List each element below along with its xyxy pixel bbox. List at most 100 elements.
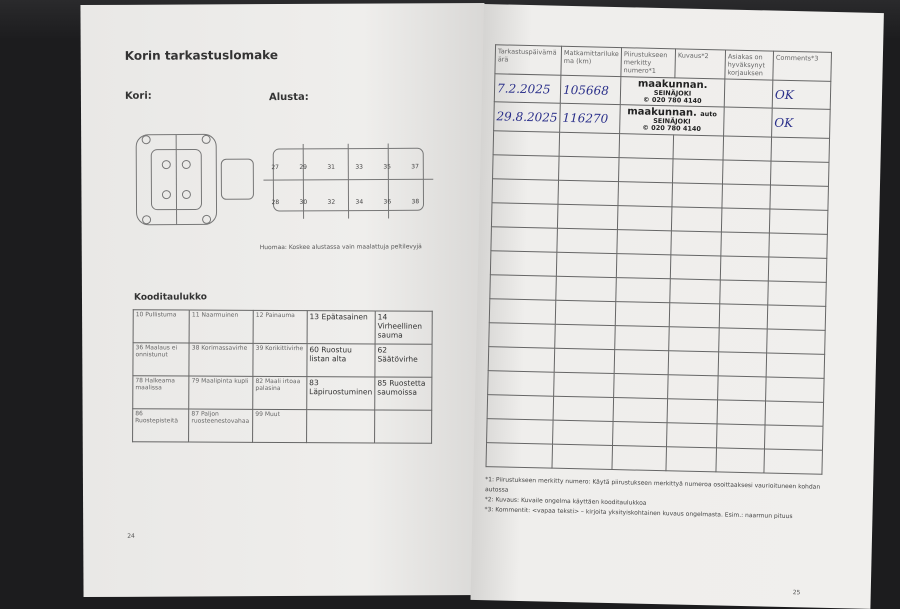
table-cell (492, 178, 559, 203)
code-cell: 12 Painauma (253, 310, 307, 343)
dealer-stamp: maakunnan.SEINÄJOKI© 020 780 4140 (623, 78, 723, 106)
chassis-number: 31 (327, 164, 335, 171)
table-cell (553, 396, 614, 421)
table-cell (720, 256, 769, 281)
column-header: Tarkastuspäivämäärä (495, 45, 562, 75)
code-cell: 36 Maalaus ei onnistunut (133, 343, 189, 376)
code-cell: 87 Paljon ruosteenestovahaa (189, 409, 253, 442)
table-cell (769, 209, 828, 234)
table-cell (722, 184, 771, 209)
table-cell: 7.2.2025 (494, 74, 561, 104)
table-cell (489, 298, 556, 323)
code-cell: 11 Naarmuinen (189, 310, 253, 343)
table-cell (668, 374, 719, 399)
table-cell (668, 350, 719, 375)
table-cell (769, 233, 828, 258)
table-cell: maakunnan.SEINÄJOKI© 020 780 4140 (620, 77, 725, 108)
table-cell (771, 137, 830, 162)
table-cell: 105668 (560, 75, 621, 105)
chassis-number: 38 (411, 198, 419, 205)
table-cell (488, 346, 555, 371)
cell-value: 7.2.2025 (497, 81, 551, 96)
table-cell (669, 302, 720, 327)
table-cell (554, 348, 615, 373)
column-header: Kuvaus*2 (675, 49, 726, 79)
code-cell: 13 Epätasainen (307, 311, 375, 344)
table-cell: 116270 (560, 104, 621, 134)
chassis-number: 36 (383, 198, 391, 205)
code-cell: 99 Muut (253, 409, 307, 442)
table-cell (673, 134, 724, 159)
table-cell (722, 160, 771, 185)
code-cell: 38 Korimassavirhe (189, 343, 253, 376)
kori-label: Kori: (125, 91, 152, 102)
table-cell (670, 278, 721, 303)
page-number: 24 (127, 533, 135, 540)
table-cell (491, 202, 558, 227)
stamp-phone: © 020 780 4140 (622, 125, 721, 134)
table-cell (557, 228, 618, 253)
table-cell (718, 375, 767, 400)
code-cell: 39 Korikittivirhe (253, 343, 307, 376)
code-cell: 79 Maalipinta kupli (189, 376, 253, 409)
chassis-number: 30 (299, 199, 307, 206)
table-cell (487, 394, 554, 419)
table-cell (556, 276, 617, 301)
table-cell (671, 206, 722, 231)
table-cell (768, 257, 827, 282)
table-cell (617, 205, 672, 230)
chassis-number: 29 (299, 164, 307, 171)
table-cell (557, 204, 618, 229)
table-cell (770, 185, 829, 210)
table-cell (556, 252, 617, 277)
table-cell (724, 107, 773, 136)
table-cell (618, 181, 673, 206)
table-cell (719, 303, 768, 328)
table-cell (490, 274, 557, 299)
table-cell (486, 442, 553, 467)
column-header: Piirustukseen merkitty numero*1 (621, 48, 676, 78)
table-cell (614, 349, 669, 374)
cell-value: OK (774, 116, 793, 130)
table-cell (719, 327, 768, 352)
table-cell (766, 377, 825, 402)
stamp-sub: auto (700, 110, 717, 118)
table-cell (617, 229, 672, 254)
table-cell (555, 300, 616, 325)
column-header: Comments*3 (773, 51, 832, 81)
table-cell (612, 445, 667, 470)
code-cell: 83 Läpiruostuminen (307, 377, 375, 410)
chassis-number: 28 (271, 199, 279, 206)
table-cell (493, 130, 560, 155)
table-cell (615, 325, 670, 350)
code-cell (306, 410, 374, 443)
code-cell: 78 Halkeama maalissa (133, 376, 189, 409)
table-cell (559, 156, 620, 181)
table-cell (559, 132, 620, 157)
table-cell (768, 281, 827, 306)
code-cell: 62 Säätövirhe (375, 344, 432, 377)
table-cell (615, 301, 670, 326)
table-cell (613, 397, 668, 422)
table-cell (552, 444, 613, 469)
table-cell (489, 322, 556, 347)
table-cell (616, 277, 671, 302)
stamp-phone: © 020 780 4140 (623, 96, 722, 105)
table-cell (721, 232, 770, 257)
table-cell (716, 423, 765, 448)
table-cell (616, 253, 671, 278)
table-cell (487, 418, 554, 443)
table-cell (764, 449, 823, 474)
table-cell (619, 157, 674, 182)
table-cell (718, 351, 767, 376)
table-cell (488, 370, 555, 395)
cell-value: 116270 (562, 111, 608, 126)
